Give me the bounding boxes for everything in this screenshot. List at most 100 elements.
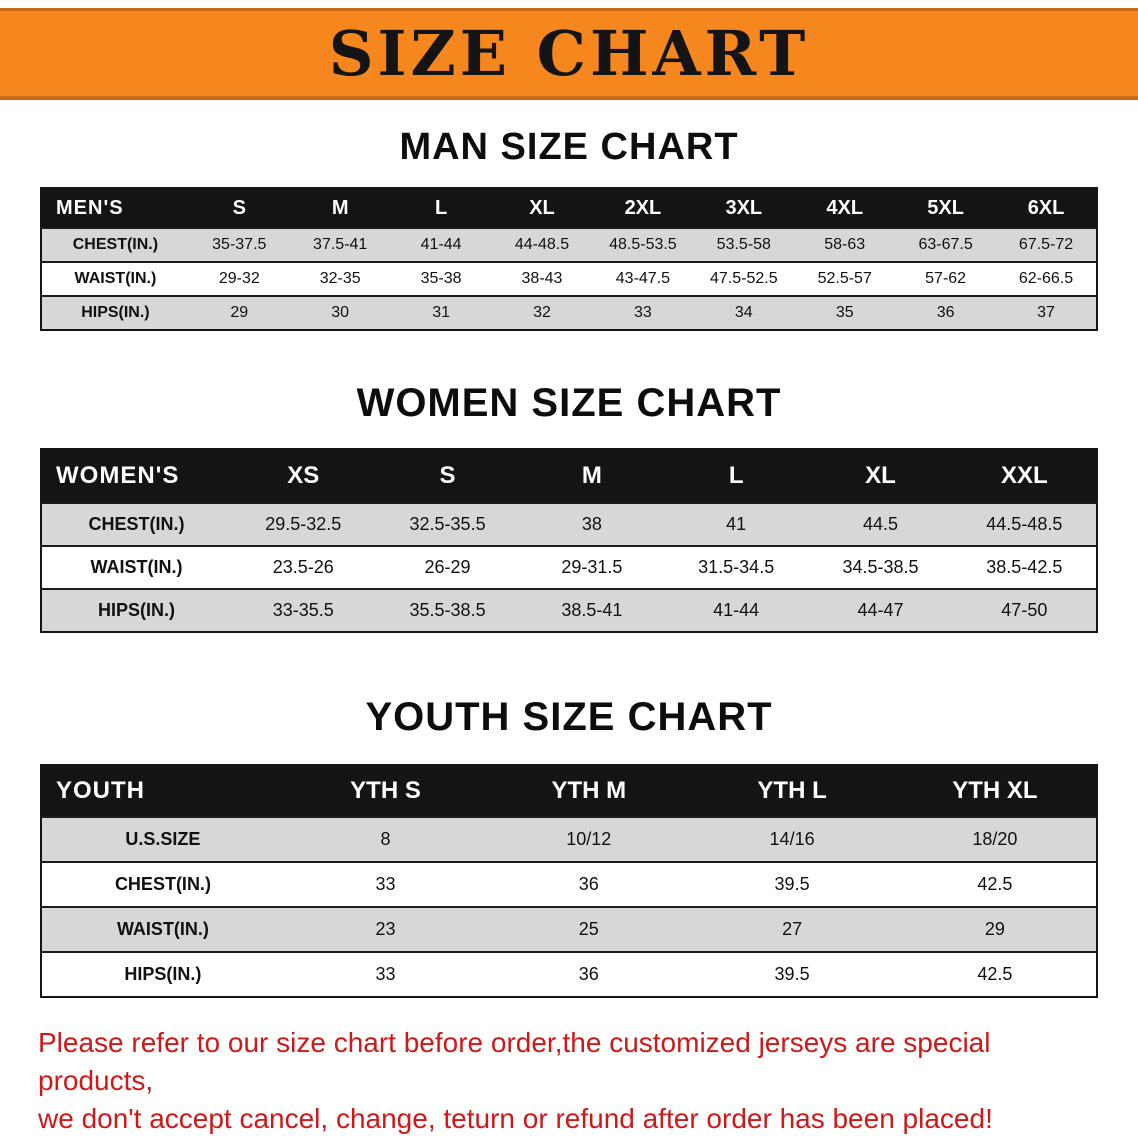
size-header-cell: YTH S	[350, 777, 421, 804]
man-size-table: MEN'S S M L XL 2XL 3XL 4XL 5XL 6XL CHEST(IN.) 35-37…	[40, 187, 1098, 331]
measurement-cell: 38	[581, 514, 602, 534]
measurement-cell: 63-67.5	[918, 236, 973, 253]
measurement-cell: 57-62	[925, 270, 967, 287]
measurement-cell: 52.5-57	[817, 270, 872, 287]
measurement-cell: 33	[375, 964, 396, 984]
size-header-cell: S	[232, 196, 246, 219]
measurement-cell: 27	[782, 919, 803, 939]
size-header-cell: XL	[865, 462, 896, 489]
measurement-cell: 10/12	[566, 829, 612, 849]
measurement-cell: 42.5	[977, 874, 1013, 894]
measurement-cell: 41-44	[420, 236, 462, 253]
measurement-cell: 47.5-52.5	[710, 270, 778, 287]
disclaimer-line-1: Please refer to our size chart before or…	[38, 1027, 991, 1096]
size-header-cell: 5XL	[927, 196, 964, 219]
measurement-cell: 29.5-32.5	[265, 514, 342, 534]
measurement-cell: 32-35	[319, 270, 361, 287]
row-label-cell: CHEST(IN.)	[88, 514, 185, 534]
measurement-cell: 37	[1037, 304, 1055, 321]
measurement-cell: 34.5-38.5	[842, 557, 919, 577]
measurement-cell: 47-50	[1001, 600, 1048, 620]
measurement-cell: 36	[936, 304, 955, 321]
table-title-cell: YOUTH	[56, 777, 145, 804]
measurement-cell: 58-63	[824, 236, 866, 253]
measurement-cell: 34	[734, 304, 753, 321]
measurement-cell: 30	[331, 304, 350, 321]
size-header-cell: M	[331, 196, 349, 219]
banner: SIZE CHART	[0, 8, 1138, 100]
women-size-chart-section: WOMEN SIZE CHART WOMEN'S XS S M L XL XXL CHEST(…	[0, 381, 1138, 633]
size-header-cell: XL	[529, 196, 555, 219]
size-header-cell: 2XL	[624, 196, 662, 219]
youth-size-table: YOUTH YTH S YTH M YTH L YTH XL U.S.SIZE 8 10/12…	[40, 764, 1098, 998]
size-chart-page: SIZE CHART MAN SIZE CHART MEN'S S M L XL 2XL 3…	[0, 8, 1138, 1137]
size-header-cell: YTH M	[551, 777, 627, 804]
measurement-cell: 8	[380, 829, 391, 849]
table-row: HIPS(IN.) 33-35.5 35.5-38.5 38.5-41 41-44 44-…	[41, 589, 1097, 632]
measurement-cell: 32	[533, 304, 551, 321]
measurement-cell: 41-44	[713, 600, 760, 620]
table-row: WAIST(IN.) 23.5-26 26-29 29-31.5 31.5-34.5 34…	[41, 546, 1097, 589]
measurement-cell: 33-35.5	[272, 600, 334, 620]
table-row: HIPS(IN.) 33 36 39.5 42.5	[41, 952, 1097, 997]
table-header-row: MEN'S S M L XL 2XL 3XL 4XL 5XL 6XL	[41, 188, 1097, 228]
table-row: U.S.SIZE 8 10/12 14/16 18/20	[41, 817, 1097, 862]
size-header-cell: 4XL	[826, 196, 864, 219]
row-label-cell: CHEST(IN.)	[72, 236, 159, 253]
row-label-cell: HIPS(IN.)	[81, 304, 150, 321]
measurement-cell: 44.5-48.5	[986, 514, 1063, 534]
row-label-cell: WAIST(IN.)	[74, 270, 157, 287]
man-chart-heading: MAN SIZE CHART	[399, 126, 739, 168]
measurement-cell: 42.5	[977, 964, 1013, 984]
size-header-cell: XS	[287, 462, 320, 489]
women-size-table: WOMEN'S XS S M L XL XXL CHEST(IN.) 29.5-32.5 32.5…	[40, 448, 1098, 633]
youth-chart-heading: YOUTH SIZE CHART	[365, 695, 773, 739]
measurement-cell: 29-32	[218, 270, 260, 287]
measurement-cell: 33	[634, 304, 652, 321]
measurement-cell: 29	[230, 304, 249, 321]
size-header-cell: S	[439, 462, 456, 489]
measurement-cell: 37.5-41	[313, 236, 368, 253]
measurement-cell: 29	[984, 919, 1005, 939]
measurement-cell: 32.5-35.5	[409, 514, 486, 534]
table-title-cell: MEN'S	[56, 196, 124, 219]
table-row: WAIST(IN.) 23 25 27 29	[41, 907, 1097, 952]
row-label-cell: CHEST(IN.)	[114, 874, 211, 894]
size-header-cell: YTH L	[757, 777, 827, 804]
table-header-row: WOMEN'S XS S M L XL XXL	[41, 449, 1097, 503]
size-header-cell: XXL	[1000, 462, 1048, 489]
measurement-cell: 44-47	[857, 600, 904, 620]
measurement-cell: 35-37.5	[212, 236, 267, 253]
table-title-cell: WOMEN'S	[56, 462, 180, 489]
measurement-cell: 33	[375, 874, 396, 894]
measurement-cell: 38.5-42.5	[986, 557, 1063, 577]
measurement-cell: 35.5-38.5	[409, 600, 486, 620]
size-header-cell: L	[728, 462, 744, 489]
row-label-cell: HIPS(IN.)	[98, 600, 176, 620]
size-header-cell: 3XL	[725, 196, 763, 219]
measurement-cell: 38-43	[521, 270, 563, 287]
measurement-cell: 53.5-58	[716, 236, 771, 253]
women-chart-heading: WOMEN SIZE CHART	[356, 381, 782, 425]
table-row: CHEST(IN.) 35-37.5 37.5-41 41-44 44-48.5 48.5…	[41, 228, 1097, 262]
measurement-cell: 23	[375, 919, 396, 939]
measurement-cell: 43-47.5	[615, 270, 671, 287]
measurement-cell: 48.5-53.5	[609, 236, 677, 253]
row-label-cell: HIPS(IN.)	[124, 964, 202, 984]
measurement-cell: 26-29	[424, 557, 471, 577]
measurement-cell: 25	[578, 919, 599, 939]
row-label-cell: U.S.SIZE	[125, 829, 201, 849]
measurement-cell: 23.5-26	[272, 557, 334, 577]
measurement-cell: 31	[432, 304, 450, 321]
row-label-cell: WAIST(IN.)	[116, 919, 209, 939]
measurement-cell: 38.5-41	[561, 600, 623, 620]
measurement-cell: 39.5	[774, 964, 810, 984]
measurement-cell: 36	[578, 964, 599, 984]
measurement-cell: 62-66.5	[1018, 270, 1074, 287]
row-label-cell: WAIST(IN.)	[90, 557, 183, 577]
measurement-cell: 35	[835, 304, 854, 321]
measurement-cell: 36	[578, 874, 599, 894]
measurement-cell: 44-48.5	[514, 236, 570, 253]
disclaimer-line-2: we don't accept cancel, change, teturn o…	[38, 1102, 993, 1134]
man-size-chart-section: MAN SIZE CHART MEN'S S M L XL 2XL 3XL 4XL 5XL 6XL…	[0, 126, 1138, 331]
